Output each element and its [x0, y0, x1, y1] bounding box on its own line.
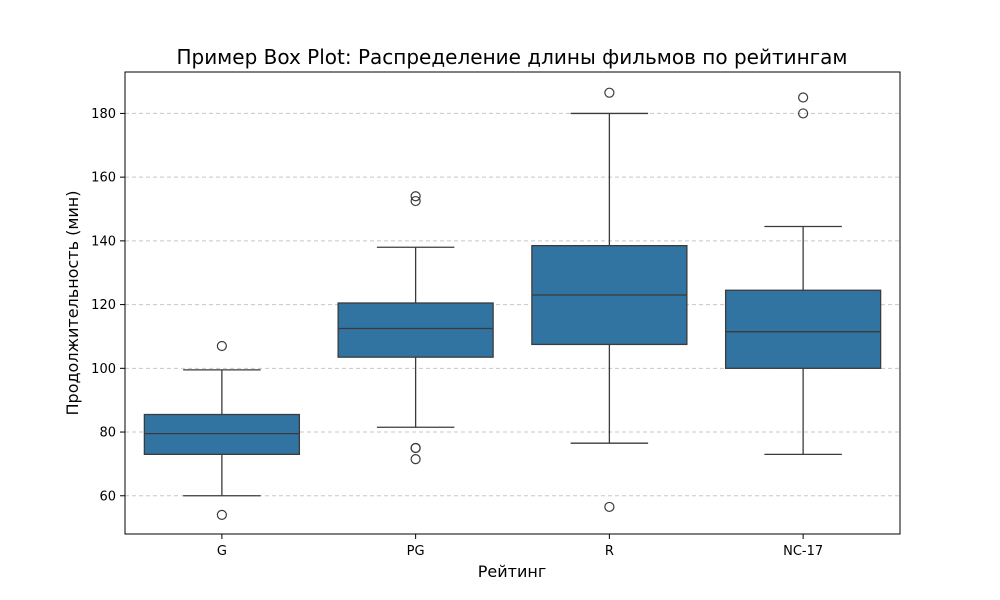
outlier-point — [604, 501, 615, 513]
box-r — [531, 87, 688, 513]
outlier-point — [216, 509, 227, 520]
outlier-point — [216, 340, 227, 352]
y-tick-label: 100 — [91, 362, 116, 377]
outlier-point — [410, 195, 421, 207]
iqr-box — [724, 289, 882, 369]
x-tick-label: R — [605, 544, 614, 559]
y-tick-label: 160 — [91, 171, 116, 186]
y-tick-label: 140 — [91, 234, 116, 249]
x-axis-label: Рейтинг — [478, 562, 546, 581]
iqr-box — [143, 413, 301, 455]
x-tick-label: PG — [407, 544, 425, 559]
plot-area-frame — [124, 71, 901, 535]
y-axis-label: Продолжительность (мин) — [63, 191, 82, 416]
box-pg — [337, 191, 494, 465]
y-tick-label: 180 — [91, 107, 116, 122]
x-tick-label: NC-17 — [783, 544, 823, 559]
outlier-point — [798, 108, 809, 119]
chart-title: Пример Box Plot: Распределение длины фил… — [176, 45, 847, 69]
y-tick-label: 80 — [99, 426, 116, 441]
x-axis: G PG R NC-17 — [217, 534, 823, 559]
y-axis: 60 80 100 120 140 160 180 — [91, 107, 125, 504]
outlier-point — [410, 191, 421, 202]
y-tick-label: 120 — [91, 298, 116, 313]
outlier-point — [410, 454, 421, 465]
x-tick-label: G — [217, 544, 227, 559]
outlier-point — [798, 92, 809, 103]
y-tick-label: 60 — [99, 489, 116, 504]
outlier-point — [410, 442, 421, 454]
box-nc-17 — [724, 92, 882, 455]
box-layer — [143, 87, 882, 520]
box-g — [143, 340, 301, 520]
outlier-point — [604, 87, 615, 98]
iqr-box — [337, 302, 494, 358]
